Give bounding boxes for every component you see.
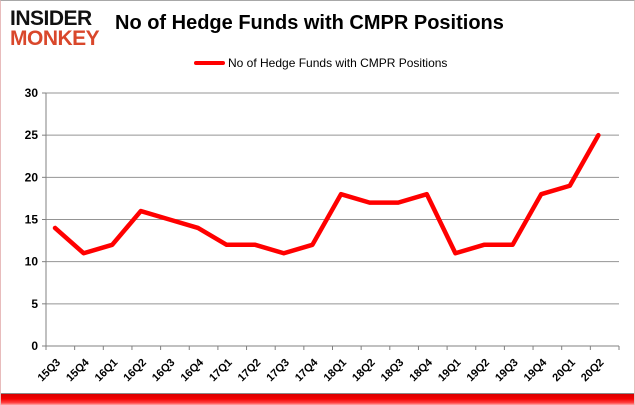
x-axis-label: 17Q4 [293, 356, 321, 384]
x-axis-label: 16Q2 [121, 357, 149, 385]
legend: No of Hedge Funds with CMPR Positions [194, 56, 447, 70]
x-axis-label: 19Q2 [465, 357, 493, 385]
y-axis-label: 30 [25, 86, 39, 100]
x-axis-label: 17Q3 [264, 357, 292, 385]
chart-svg: 0 5 10 15 20 25 30 15Q3 15Q4 16Q1 16Q2 16Q3 16Q4 17Q1… [25, 86, 620, 385]
x-axis-label: 16Q4 [179, 356, 207, 384]
x-axis-label: 15Q3 [36, 357, 64, 385]
x-axis-label: 18Q4 [407, 356, 435, 384]
logo-line-insider: INSIDER [10, 7, 92, 30]
x-axis-label: 18Q2 [350, 357, 378, 385]
chart-title: No of Hedge Funds with CMPR Positions [115, 12, 504, 34]
y-axis-label: 10 [25, 255, 39, 269]
x-axis-label: 16Q1 [93, 357, 121, 385]
x-axis-label: 16Q3 [150, 357, 178, 385]
x-axis-label: 17Q2 [236, 357, 264, 385]
x-axis-label: 17Q1 [207, 357, 235, 385]
bottom-red-bar [1, 393, 634, 405]
x-axis-label: 19Q3 [493, 357, 521, 385]
x-axis-label: 18Q1 [322, 357, 350, 385]
y-axis-label: 15 [25, 213, 39, 227]
data-line [52, 132, 601, 256]
legend-label: No of Hedge Funds with CMPR Positions [228, 56, 448, 70]
x-axis-label: 18Q3 [379, 357, 407, 385]
insider-monkey-logo: INSIDER MONKEY [10, 7, 100, 50]
x-axis-label: 15Q4 [64, 356, 92, 384]
x-axis-label: 19Q4 [522, 356, 550, 384]
logo-line-monkey: MONKEY [10, 26, 100, 50]
y-axis-label: 0 [31, 339, 38, 353]
y-axis-label: 5 [31, 297, 38, 311]
x-axis-label: 19Q1 [436, 357, 464, 385]
x-axis-label: 20Q1 [550, 357, 578, 385]
y-axis-label: 25 [25, 128, 39, 142]
legend-line-swatch [194, 61, 225, 65]
x-axis-label: 20Q2 [579, 357, 607, 385]
y-axis-label: 20 [25, 170, 39, 184]
